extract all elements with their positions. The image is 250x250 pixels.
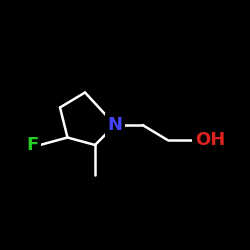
Text: N: N [108, 116, 122, 134]
Text: F: F [26, 136, 38, 154]
Text: OH: OH [195, 131, 225, 149]
